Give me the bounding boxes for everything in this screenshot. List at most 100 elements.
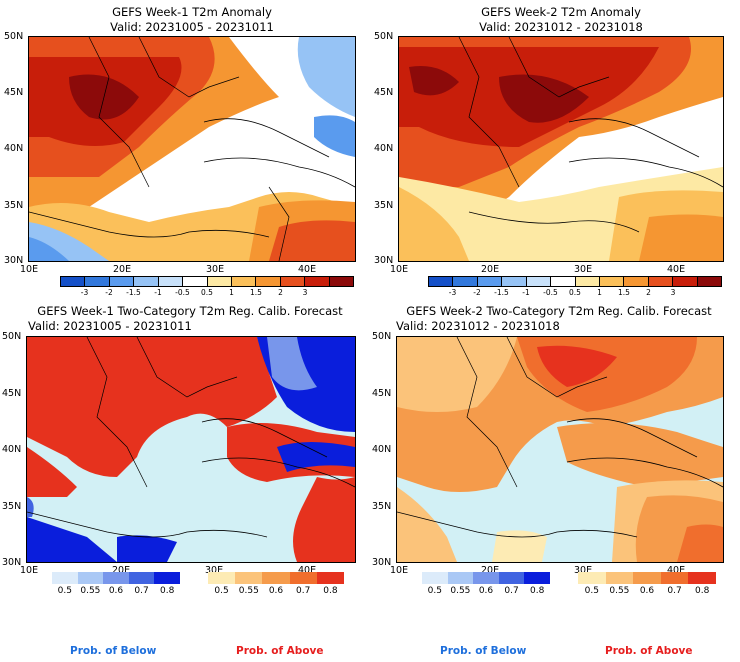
panel2-colorbar-label: 2 bbox=[646, 288, 651, 297]
cbar-swatch bbox=[231, 277, 257, 286]
anomaly-map-week2 bbox=[399, 37, 723, 261]
panel4-lat-30: 30N bbox=[372, 557, 392, 568]
panel4-below-label: 0.7 bbox=[504, 586, 519, 596]
panel4-below-label: 0.55 bbox=[450, 586, 471, 596]
panel1-colorbar-label: 3 bbox=[302, 288, 308, 297]
panel1-lon-30: 30E bbox=[206, 264, 225, 275]
panel1-lat-50: 50N bbox=[4, 31, 24, 42]
above-swatch bbox=[633, 572, 661, 584]
panel2-colorbar-label: -2 bbox=[473, 288, 481, 297]
panel4-below-label: 0.6 bbox=[478, 586, 494, 596]
above-swatch bbox=[208, 572, 236, 584]
panel2-colorbar-label: 0.5 bbox=[569, 288, 581, 297]
panel1-colorbar-label: -0.5 bbox=[175, 288, 190, 297]
panel1-colorbar-label: -2 bbox=[105, 288, 113, 297]
panel4-valid-text: Valid: 20231012 - 20231018 bbox=[396, 319, 560, 333]
panel3-lat-40: 40N bbox=[2, 444, 22, 455]
cbar-swatch bbox=[109, 277, 135, 286]
panel3-lat-50: 50N bbox=[2, 331, 22, 342]
panel4-above-label: 0.7 bbox=[667, 586, 682, 596]
panel3-lon-10: 10E bbox=[20, 565, 39, 576]
panel3-below-label: 0.7 bbox=[134, 586, 149, 596]
panel3-valid-text: Valid: 20231005 - 20231011 bbox=[28, 319, 192, 333]
panel4-below-colorbar bbox=[422, 572, 550, 584]
below-swatch bbox=[473, 572, 499, 584]
panel2-lon-10: 10E bbox=[390, 264, 409, 275]
panel1-colorbar-label: 1.5 bbox=[250, 288, 262, 297]
panel2-lon-40: 40E bbox=[667, 264, 686, 275]
panel1-colorbar bbox=[60, 276, 354, 287]
panel4-above-label: 0.55 bbox=[609, 586, 630, 596]
above-swatch bbox=[262, 572, 290, 584]
cbar-swatch bbox=[477, 277, 503, 286]
panel2-lat-40: 40N bbox=[374, 143, 394, 154]
below-swatch bbox=[524, 572, 550, 584]
panel1-colorbar-label: -1.5 bbox=[126, 288, 141, 297]
below-swatch bbox=[154, 572, 180, 584]
prob-above-left: Prob. of Above bbox=[236, 645, 324, 657]
below-swatch bbox=[447, 572, 474, 584]
panel4-lon-20: 20E bbox=[481, 565, 500, 576]
cbar-swatch bbox=[280, 277, 306, 286]
panel3-below-label: 0.5 bbox=[57, 586, 72, 596]
panel3-below-label: 0.55 bbox=[80, 586, 101, 596]
panel2-lat-30: 30N bbox=[374, 255, 394, 266]
panel1-valid-text: Valid: 20231005 - 20231011 bbox=[110, 20, 274, 34]
cbar-swatch bbox=[624, 277, 649, 286]
panel3-above-label: 0.5 bbox=[214, 586, 229, 596]
above-swatch bbox=[660, 572, 689, 584]
panel2-colorbar bbox=[428, 276, 722, 287]
panel2-lon-30: 30E bbox=[574, 264, 593, 275]
panel3-lat-35: 35N bbox=[2, 501, 22, 512]
cbar-swatch bbox=[502, 277, 527, 286]
cbar-swatch bbox=[575, 277, 600, 286]
below-swatch bbox=[128, 572, 155, 584]
panel4-title-text: GEFS Week-2 Two-Category T2m Reg. Calib.… bbox=[406, 304, 712, 318]
panel2-colorbar-label: 1 bbox=[597, 288, 602, 297]
below-swatch bbox=[103, 572, 129, 584]
panel3-lon-30: 30E bbox=[205, 565, 224, 576]
panel3-below-colorbar bbox=[52, 572, 180, 584]
below-swatch bbox=[52, 572, 78, 584]
prob-above-right: Prob. of Above bbox=[605, 645, 693, 657]
panel1-lon-10: 10E bbox=[20, 264, 39, 275]
panel3-title-text: GEFS Week-1 Two-Category T2m Reg. Calib.… bbox=[37, 304, 343, 318]
panel2-colorbar-label: 1.5 bbox=[618, 288, 630, 297]
panel3-above-label: 0.6 bbox=[268, 586, 284, 596]
above-swatch bbox=[316, 572, 345, 584]
panel4-lat-40: 40N bbox=[372, 444, 392, 455]
panel2-colorbar-label: -0.5 bbox=[543, 288, 558, 297]
panel2-lat-50: 50N bbox=[374, 31, 394, 42]
panel1-title-text: GEFS Week-1 T2m Anomaly bbox=[112, 5, 272, 19]
panel4-above-label: 0.5 bbox=[584, 586, 599, 596]
panel2-lon-20: 20E bbox=[481, 264, 500, 275]
panel4-lat-35: 35N bbox=[372, 501, 392, 512]
below-swatch bbox=[498, 572, 525, 584]
below-swatch bbox=[422, 572, 448, 584]
panel1-lat-30: 30N bbox=[4, 255, 24, 266]
panel1-colorbar-label: 2 bbox=[278, 288, 283, 297]
cbar-swatch bbox=[453, 277, 478, 286]
probability-map-week1 bbox=[27, 337, 355, 562]
panel2-lat-35: 35N bbox=[374, 200, 394, 211]
panel1-lon-40: 40E bbox=[298, 264, 317, 275]
panel3-map bbox=[26, 336, 356, 563]
probability-map-week2 bbox=[397, 337, 723, 562]
panel2-colorbar-label: -3 bbox=[448, 288, 457, 297]
panel4-lat-50: 50N bbox=[372, 331, 392, 342]
panel3-lon-20: 20E bbox=[112, 565, 131, 576]
cbar-swatch bbox=[673, 277, 698, 286]
panel2-map bbox=[398, 36, 724, 262]
anomaly-map-week1 bbox=[29, 37, 355, 261]
panel2-title-text: GEFS Week-2 T2m Anomaly bbox=[481, 5, 641, 19]
prob-below-left: Prob. of Below bbox=[70, 645, 157, 657]
below-swatch bbox=[77, 572, 104, 584]
panel3-above-colorbar bbox=[208, 572, 345, 584]
cbar-swatch bbox=[648, 277, 674, 286]
panel1-lon-20: 20E bbox=[113, 264, 132, 275]
above-swatch bbox=[578, 572, 606, 584]
cbar-swatch bbox=[61, 277, 86, 286]
panel1-lat-40: 40N bbox=[4, 143, 24, 154]
panel2-title: GEFS Week-2 T2m Anomaly Valid: 20231012 … bbox=[398, 5, 724, 35]
panel1-colorbar-label: 0.5 bbox=[201, 288, 213, 297]
